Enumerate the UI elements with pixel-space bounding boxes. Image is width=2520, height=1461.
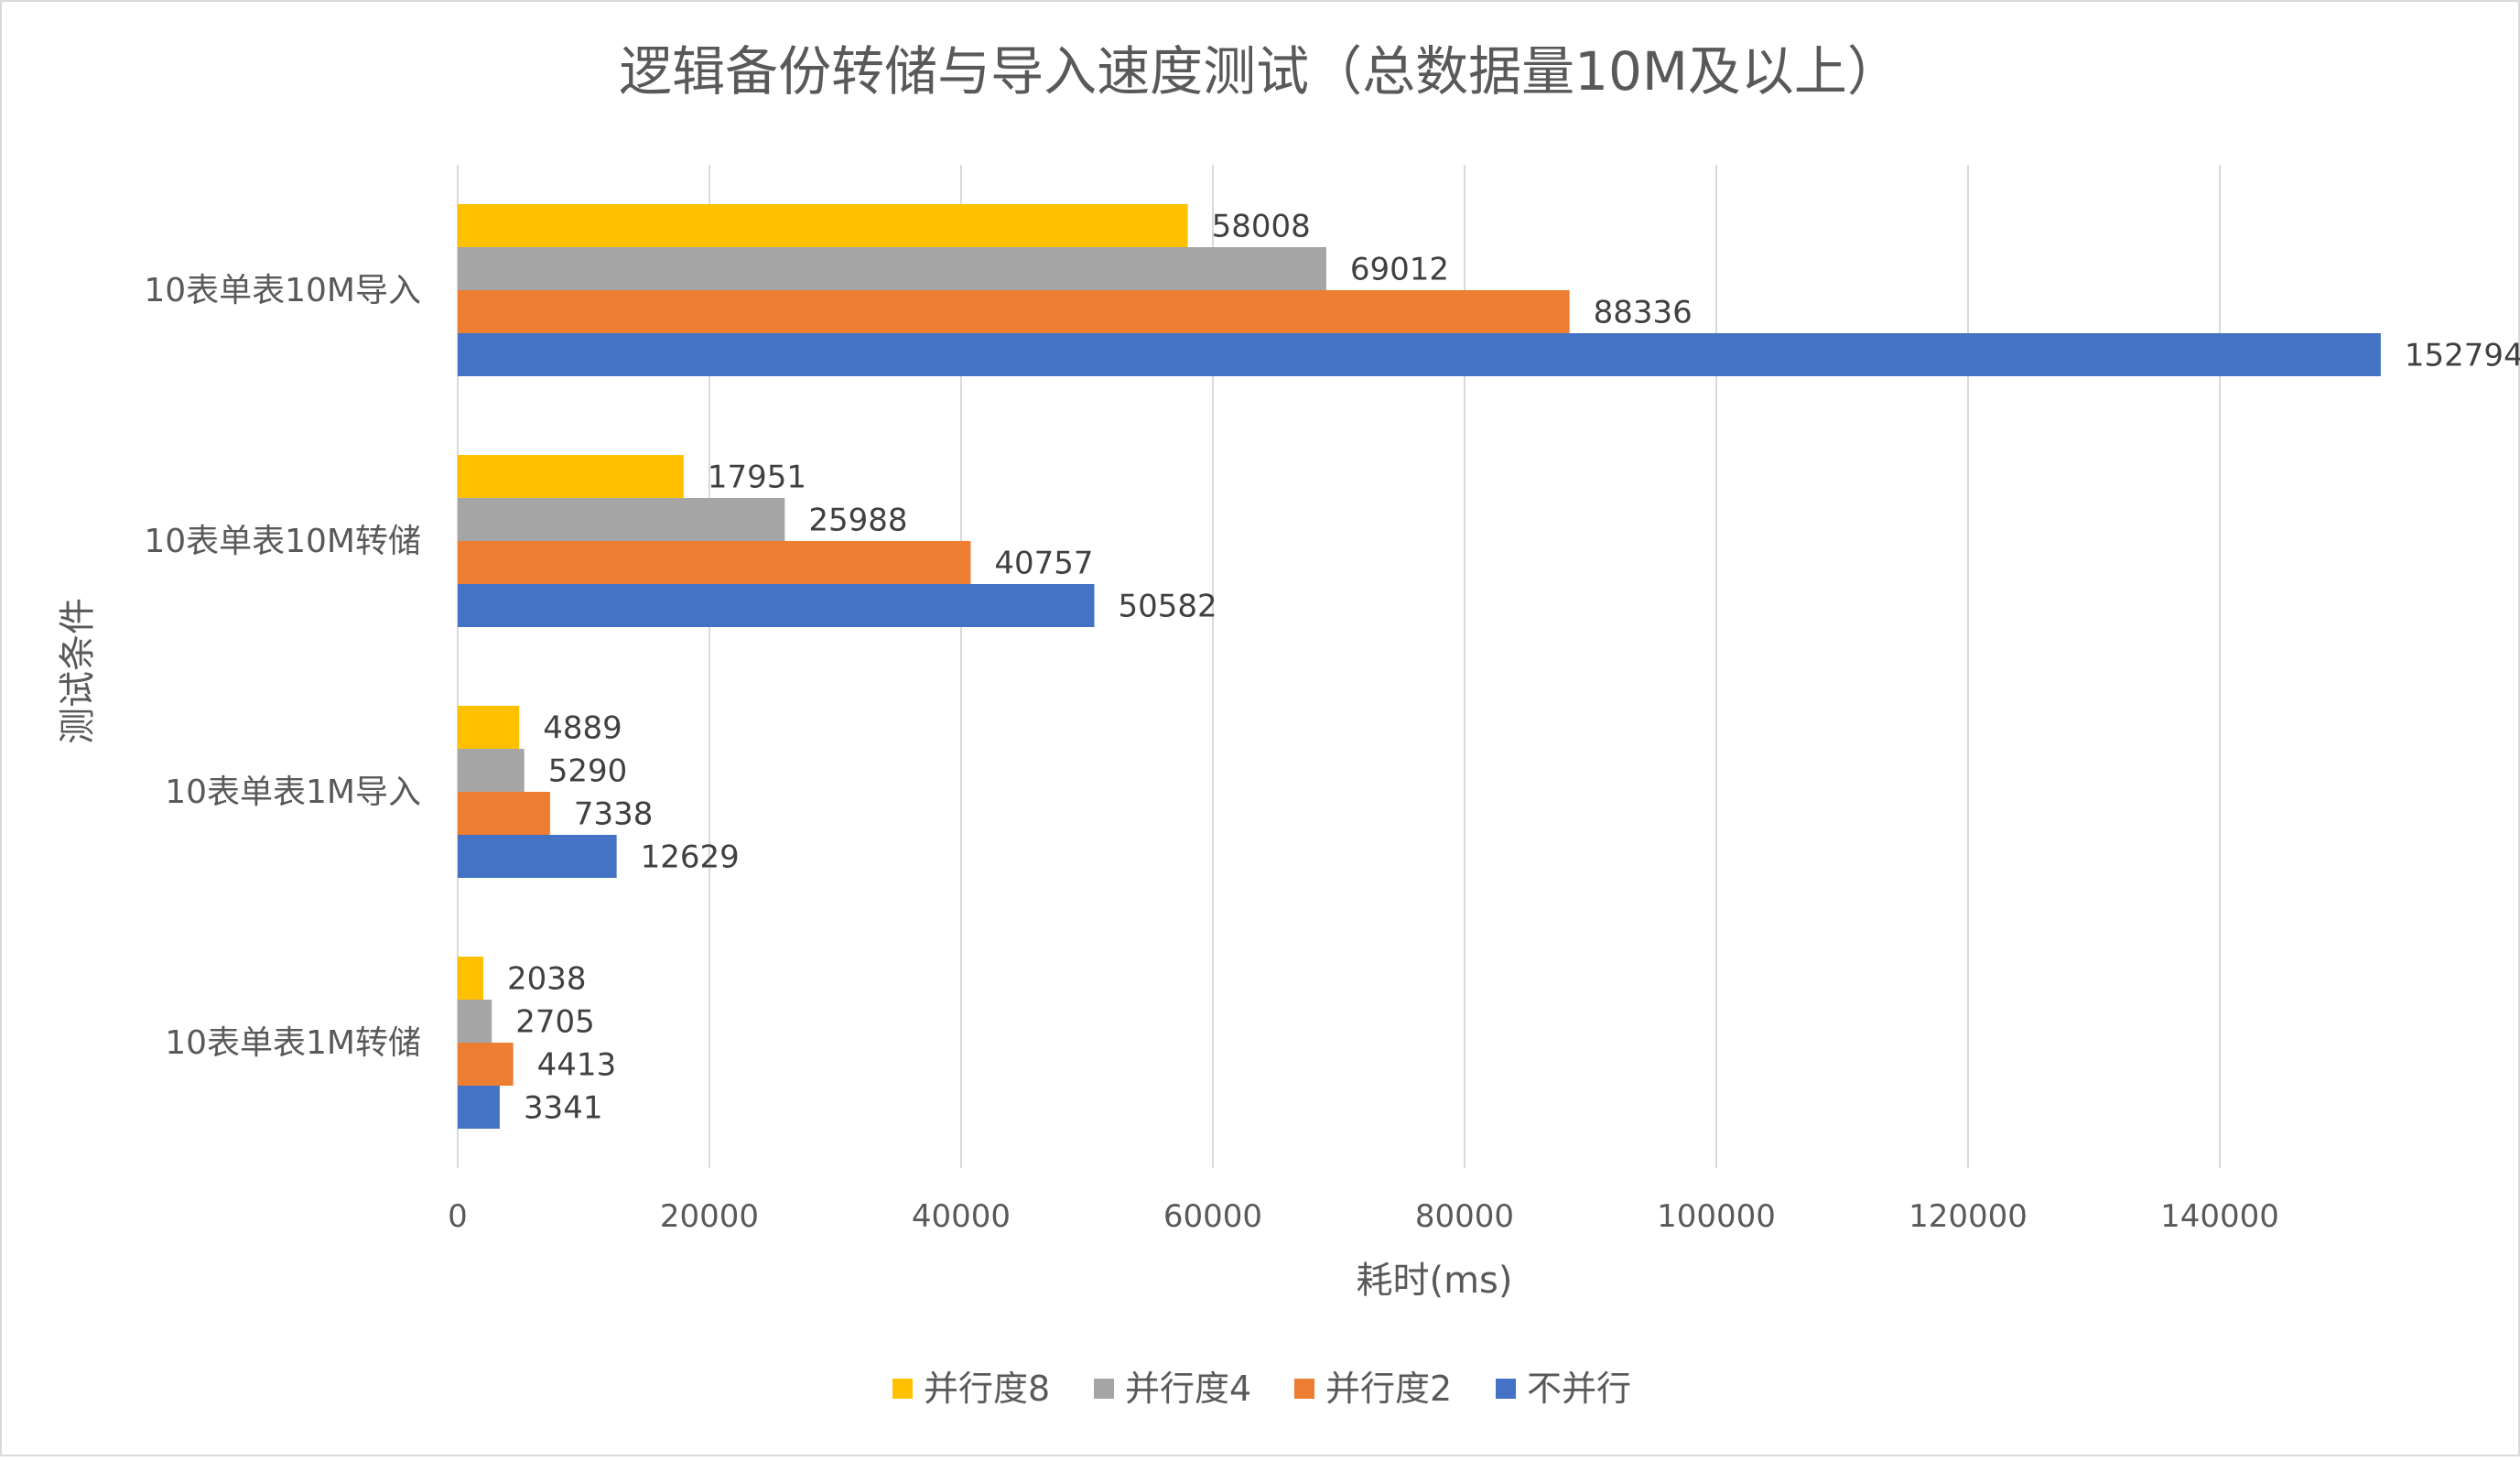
data-label: 12629 bbox=[641, 839, 740, 876]
bar bbox=[458, 792, 550, 835]
data-label: 4889 bbox=[543, 710, 622, 747]
x-axis-ticks: 0 20000 40000 60000 80000 100000 120000 140000 bbox=[448, 1198, 2279, 1235]
x-tick-label: 120000 bbox=[1909, 1198, 2028, 1235]
legend-swatch bbox=[1294, 1379, 1314, 1399]
x-tick-label: 80000 bbox=[1415, 1198, 1514, 1235]
bar bbox=[458, 584, 1095, 627]
bar bbox=[458, 541, 971, 584]
data-label: 5290 bbox=[548, 753, 628, 790]
x-tick-label: 0 bbox=[448, 1198, 468, 1235]
bar bbox=[458, 1043, 514, 1086]
data-label: 40757 bbox=[994, 546, 1093, 582]
legend-swatch bbox=[892, 1379, 913, 1399]
data-label: 7338 bbox=[574, 796, 654, 833]
bar bbox=[458, 706, 520, 749]
data-label: 2705 bbox=[515, 1004, 595, 1041]
bar bbox=[458, 835, 617, 878]
data-label: 58008 bbox=[1212, 209, 1311, 245]
data-label: 50582 bbox=[1119, 589, 1217, 625]
bar bbox=[458, 498, 785, 541]
legend-swatch bbox=[1094, 1379, 1114, 1399]
x-tick-label: 60000 bbox=[1163, 1198, 1262, 1235]
bar bbox=[458, 1086, 500, 1129]
bar bbox=[458, 204, 1188, 247]
category-label: 10表单表10M导入 bbox=[144, 272, 421, 309]
legend: 并行度8 并行度4 并行度2 不并行 bbox=[892, 1369, 1631, 1409]
x-tick-label: 140000 bbox=[2160, 1198, 2279, 1235]
data-label: 152794 bbox=[2405, 338, 2520, 374]
category-label: 10表单表1M转储 bbox=[165, 1024, 421, 1062]
bar bbox=[458, 1000, 492, 1043]
chart-title: 逻辑备份转储与导入速度测试（总数据量10M及以上） bbox=[619, 40, 1900, 103]
legend-label: 并行度2 bbox=[1325, 1369, 1452, 1409]
data-label: 2038 bbox=[507, 961, 587, 998]
data-label: 17951 bbox=[708, 460, 806, 496]
legend-label: 不并行 bbox=[1527, 1369, 1631, 1409]
bar bbox=[458, 749, 525, 792]
data-label: 69012 bbox=[1350, 252, 1449, 288]
legend-label: 并行度4 bbox=[1125, 1369, 1251, 1409]
x-axis-title: 耗时(ms) bbox=[1356, 1260, 1512, 1302]
data-label: 25988 bbox=[808, 503, 907, 539]
bars bbox=[458, 204, 2381, 1129]
y-axis-categories: 10表单表10M导入 10表单表10M转储 10表单表1M导入 10表单表1M转储 bbox=[144, 272, 421, 1062]
bar bbox=[458, 247, 1326, 290]
bar bbox=[458, 455, 684, 498]
x-tick-label: 20000 bbox=[660, 1198, 759, 1235]
category-label: 10表单表1M导入 bbox=[165, 774, 421, 811]
legend-label: 并行度8 bbox=[924, 1369, 1050, 1409]
bar bbox=[458, 957, 484, 1000]
legend-swatch bbox=[1496, 1379, 1516, 1399]
data-label: 88336 bbox=[1594, 295, 1693, 331]
data-label: 3341 bbox=[524, 1090, 603, 1127]
bar bbox=[458, 290, 1570, 333]
x-tick-label: 40000 bbox=[912, 1198, 1011, 1235]
category-label: 10表单表10M转储 bbox=[144, 523, 421, 560]
bar bbox=[458, 333, 2381, 376]
data-label: 4413 bbox=[537, 1047, 617, 1084]
y-axis-title: 测试条件 bbox=[57, 598, 99, 744]
x-tick-label: 100000 bbox=[1657, 1198, 1776, 1235]
